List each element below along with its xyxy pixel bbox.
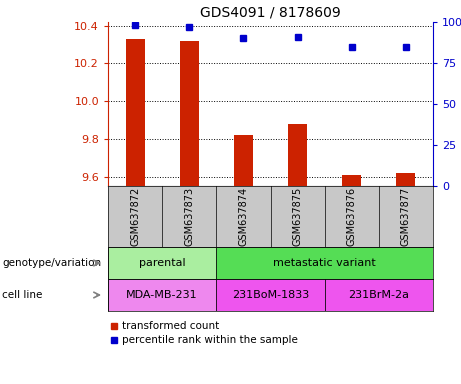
Text: GSM637872: GSM637872 [130, 187, 140, 246]
Text: 231BoM-1833: 231BoM-1833 [232, 290, 309, 300]
Text: MDA-MB-231: MDA-MB-231 [126, 290, 198, 300]
Bar [325, 279, 433, 311]
Bar [108, 247, 216, 279]
Text: GSM637876: GSM637876 [347, 187, 357, 246]
Text: genotype/variation: genotype/variation [2, 258, 101, 268]
Text: cell line: cell line [2, 290, 42, 300]
Text: transformed count: transformed count [122, 321, 219, 331]
Bar [125, 39, 145, 186]
Text: parental: parental [139, 258, 185, 268]
Text: GSM637875: GSM637875 [293, 187, 302, 246]
Title: GDS4091 / 8178609: GDS4091 / 8178609 [200, 5, 341, 20]
Bar [342, 175, 361, 186]
Text: percentile rank within the sample: percentile rank within the sample [122, 335, 298, 345]
Bar [396, 173, 415, 186]
Bar [108, 279, 216, 311]
Text: GSM637873: GSM637873 [184, 187, 194, 246]
Text: GSM637877: GSM637877 [401, 187, 411, 246]
Text: 231BrM-2a: 231BrM-2a [349, 290, 409, 300]
Bar [216, 279, 325, 311]
Bar [288, 124, 307, 186]
Bar [234, 135, 253, 186]
Bar [180, 41, 199, 186]
Bar [216, 247, 433, 279]
Text: GSM637874: GSM637874 [238, 187, 248, 246]
Text: metastatic variant: metastatic variant [273, 258, 376, 268]
